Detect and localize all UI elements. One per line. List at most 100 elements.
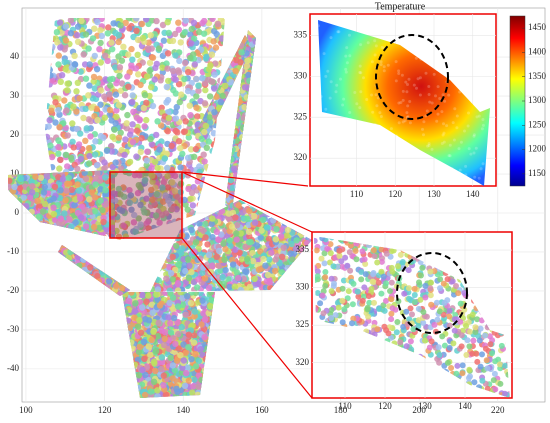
point-texture <box>56 124 63 131</box>
point-texture <box>209 234 216 241</box>
point-texture <box>41 183 48 191</box>
point-texture <box>9 195 16 203</box>
point-texture <box>133 27 140 34</box>
point-texture <box>154 118 161 125</box>
point-texture <box>115 185 123 193</box>
point-texture <box>65 174 72 182</box>
point-texture <box>48 153 56 161</box>
point-texture <box>124 73 131 80</box>
point-texture <box>29 183 36 190</box>
point-texture <box>120 222 127 229</box>
point-texture <box>61 58 68 66</box>
point-texture <box>69 138 76 145</box>
point-texture <box>109 46 116 53</box>
point-texture <box>97 197 104 204</box>
point-texture <box>201 275 209 282</box>
point-texture <box>69 120 76 127</box>
point-texture <box>108 143 115 150</box>
point-texture <box>259 216 267 224</box>
point-texture <box>160 198 167 205</box>
point-texture <box>136 117 143 124</box>
point-texture <box>34 197 41 205</box>
point-texture <box>203 144 210 151</box>
point-texture <box>106 111 113 119</box>
point-texture <box>175 19 182 26</box>
point-texture <box>208 51 216 58</box>
point-texture <box>171 30 179 38</box>
point-texture <box>188 25 195 33</box>
point-texture <box>128 61 135 69</box>
point-texture <box>8 218 15 225</box>
point-texture <box>181 29 188 36</box>
point-texture <box>126 187 133 194</box>
point-texture <box>137 201 144 208</box>
point-texture <box>187 54 194 62</box>
point-texture <box>112 64 119 71</box>
point-texture <box>115 134 123 141</box>
point-texture <box>82 175 90 183</box>
point-texture <box>209 18 216 23</box>
point-texture <box>8 194 13 201</box>
point-texture <box>209 215 216 222</box>
point-texture <box>102 187 109 194</box>
point-texture <box>77 68 84 75</box>
point-texture <box>55 143 62 151</box>
point-texture <box>149 102 157 110</box>
point-texture <box>232 214 239 221</box>
point-texture <box>50 195 57 202</box>
point-texture <box>13 225 20 232</box>
point-texture <box>143 73 151 80</box>
point-texture <box>205 66 213 73</box>
point-texture <box>66 216 73 223</box>
point-texture <box>118 80 126 87</box>
point-texture <box>92 208 99 215</box>
point-texture <box>12 224 19 231</box>
point-texture <box>196 28 203 36</box>
point-texture <box>161 155 168 162</box>
point-texture <box>186 102 193 109</box>
point-texture <box>181 75 188 83</box>
point-texture <box>134 51 141 58</box>
point-texture <box>52 99 59 106</box>
point-texture <box>8 212 14 219</box>
point-texture <box>148 165 155 172</box>
point-texture <box>14 231 21 238</box>
point-texture <box>221 256 228 263</box>
point-texture <box>163 164 171 172</box>
point-texture <box>193 104 200 111</box>
point-texture <box>56 165 63 172</box>
point-texture <box>143 99 150 107</box>
point-texture <box>146 67 153 74</box>
point-texture <box>181 196 188 204</box>
point-texture <box>211 85 218 92</box>
point-texture <box>98 32 106 40</box>
point-texture <box>208 220 215 228</box>
point-texture <box>222 267 229 274</box>
point-texture <box>74 32 81 39</box>
point-texture <box>8 177 13 185</box>
point-texture <box>62 187 70 194</box>
point-texture <box>82 31 90 38</box>
point-texture <box>8 218 12 225</box>
x-tick-label: 120 <box>98 405 112 415</box>
point-texture <box>8 210 14 218</box>
point-texture <box>146 59 154 67</box>
point-texture <box>264 271 272 279</box>
point-texture <box>116 206 123 213</box>
point-texture <box>125 83 132 90</box>
x-tick-label: 100 <box>19 405 33 415</box>
point-texture <box>169 276 177 283</box>
point-texture <box>164 65 171 72</box>
point-texture <box>86 152 93 160</box>
point-texture <box>156 146 163 153</box>
point-texture <box>209 262 216 269</box>
point-texture <box>8 234 12 238</box>
point-texture <box>159 211 166 219</box>
point-texture <box>217 18 225 23</box>
point-texture <box>88 189 96 196</box>
point-texture <box>47 142 54 149</box>
point-texture <box>8 231 13 238</box>
point-texture <box>187 195 194 203</box>
point-texture <box>115 101 123 109</box>
